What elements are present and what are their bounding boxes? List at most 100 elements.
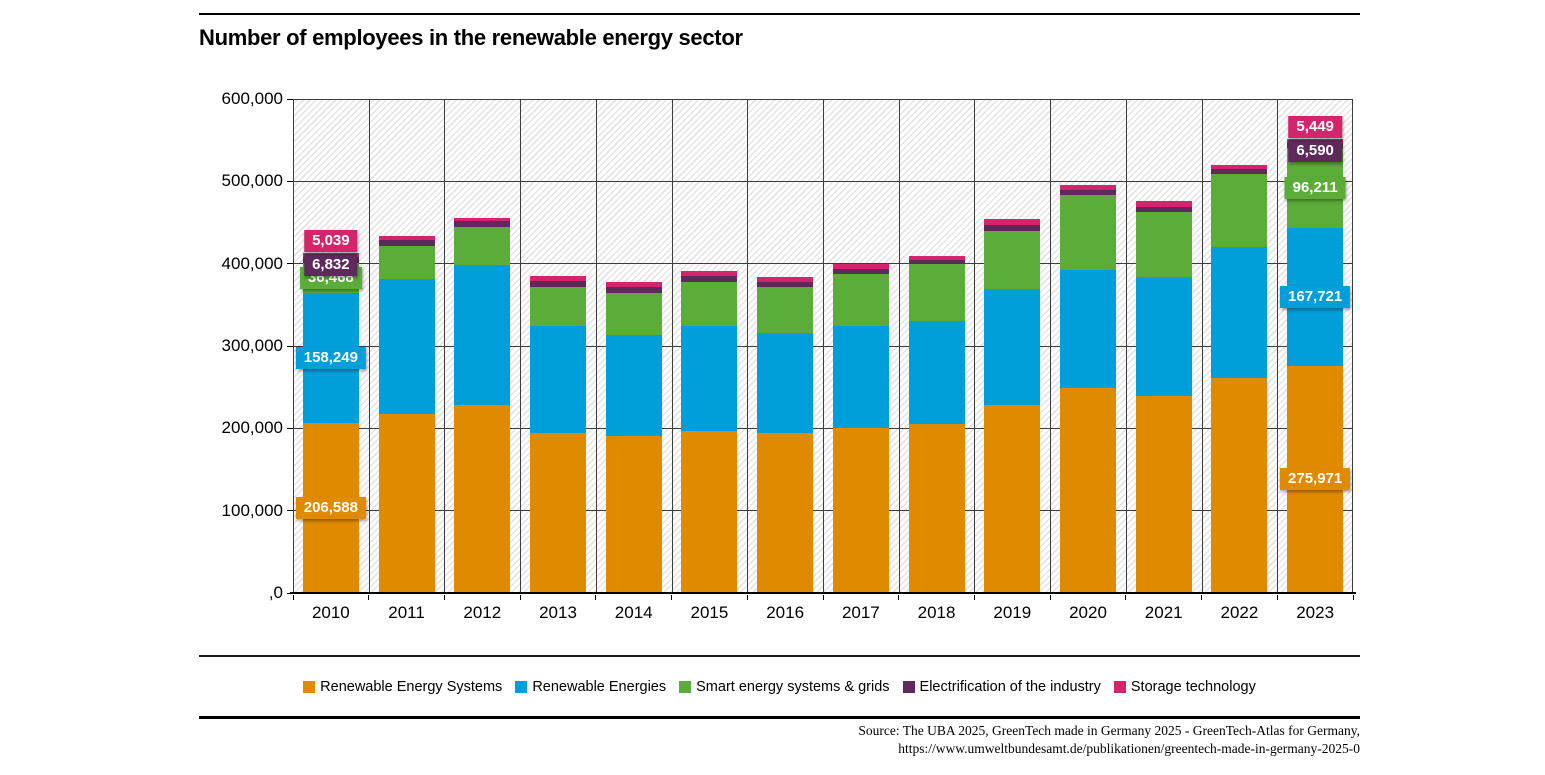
bar-segment bbox=[1060, 195, 1116, 271]
bar-segment bbox=[605, 286, 662, 293]
x-axis-label: 2018 bbox=[917, 603, 956, 622]
x-axis-label: 2023 bbox=[1296, 603, 1335, 622]
x-tick bbox=[1352, 595, 1354, 600]
bar-segment bbox=[1135, 396, 1192, 593]
legend-label: Renewable Energy Systems bbox=[320, 679, 503, 695]
title-rule bbox=[199, 13, 1360, 15]
gridline-v bbox=[1352, 99, 1353, 593]
x-axis-label: 2017 bbox=[841, 603, 880, 622]
x-tick bbox=[1049, 595, 1051, 600]
bar-segment bbox=[908, 320, 965, 425]
bar-segment bbox=[530, 275, 586, 281]
gridline-v bbox=[747, 99, 748, 593]
legend-swatch bbox=[679, 681, 692, 693]
bar-segment bbox=[984, 225, 1041, 232]
plot-area: 206,588 158,249 36,468 6,832 5,039 275,971 167… bbox=[293, 98, 1353, 594]
y-tick bbox=[287, 510, 293, 512]
bar-value-label: 96,211 bbox=[1284, 177, 1346, 200]
bar-segment bbox=[605, 436, 662, 593]
bar-segment bbox=[757, 281, 814, 288]
bar-segment bbox=[832, 268, 889, 275]
bar-segment bbox=[1060, 270, 1116, 388]
gridline-v bbox=[1126, 99, 1127, 593]
bar-segment bbox=[832, 264, 889, 269]
y-tick bbox=[287, 345, 293, 347]
x-tick bbox=[519, 595, 521, 600]
bar-segment bbox=[681, 431, 738, 593]
bar-segment bbox=[530, 433, 586, 593]
bar-segment bbox=[378, 240, 435, 247]
bar-segment bbox=[681, 276, 738, 282]
bar-segment bbox=[908, 264, 965, 321]
bar-segment bbox=[454, 264, 511, 405]
bar-segment bbox=[378, 413, 435, 593]
x-axis-line bbox=[290, 591, 1356, 594]
bar-segment bbox=[1211, 377, 1268, 593]
bar-segment bbox=[530, 326, 586, 434]
bar-segment bbox=[1060, 185, 1116, 190]
bar-segment bbox=[454, 226, 511, 265]
bar-segment bbox=[1135, 212, 1192, 277]
y-tick-label: ,0 bbox=[268, 583, 283, 602]
bar-segment bbox=[378, 278, 435, 414]
y-tick-label: 400,000 bbox=[221, 253, 283, 273]
bar-value-label: 206,588 bbox=[295, 496, 366, 519]
gridline-v bbox=[1277, 99, 1278, 593]
bar-segment bbox=[757, 287, 814, 333]
bar-segment bbox=[454, 221, 511, 227]
gridline-v bbox=[823, 99, 824, 593]
gridline-v bbox=[596, 99, 597, 593]
page-title: Number of employees in the renewable ene… bbox=[199, 25, 743, 50]
bar-segment bbox=[1211, 174, 1268, 248]
legend-label: Storage technology bbox=[1130, 679, 1256, 695]
bar-segment bbox=[832, 428, 889, 593]
legend-divider bbox=[199, 655, 1360, 657]
source-line-1: Source: The UBA 2025, GreenTech made in … bbox=[858, 723, 1360, 738]
bar-segment bbox=[530, 280, 586, 287]
bar-segment bbox=[908, 259, 965, 265]
y-tick-label: 500,000 bbox=[221, 171, 283, 191]
x-axis-label: 2015 bbox=[690, 603, 729, 622]
bar-segment bbox=[530, 286, 586, 327]
bar-segment bbox=[1135, 276, 1192, 397]
bar-segment bbox=[1060, 387, 1116, 593]
bar-segment bbox=[984, 219, 1041, 226]
bar-segment bbox=[605, 292, 662, 335]
bar-segment bbox=[832, 325, 889, 429]
gridline-v bbox=[444, 99, 445, 593]
y-tick-label: 600,000 bbox=[221, 89, 283, 108]
source-note: Source: The UBA 2025, GreenTech made in … bbox=[858, 722, 1360, 758]
y-tick bbox=[287, 180, 293, 182]
legend-item: Electrification of the industry bbox=[902, 679, 1101, 695]
bar-segment bbox=[757, 332, 814, 433]
bar-segment bbox=[984, 231, 1041, 289]
bar-value-label: 6,590 bbox=[1288, 140, 1342, 163]
bar-value-label: 158,249 bbox=[295, 346, 366, 369]
y-tick bbox=[287, 98, 293, 100]
bar-segment bbox=[1060, 189, 1116, 196]
gridline-v bbox=[369, 99, 370, 593]
x-axis-label: 2022 bbox=[1220, 603, 1259, 622]
y-tick bbox=[287, 427, 293, 429]
legend-item: Smart energy systems & grids bbox=[679, 679, 890, 695]
legend-label: Renewable Energies bbox=[532, 679, 667, 695]
gridline-v bbox=[899, 99, 900, 593]
bar-segment bbox=[454, 404, 511, 593]
bar-segment bbox=[378, 246, 435, 279]
y-tick bbox=[287, 263, 293, 265]
y-tick-label: 200,000 bbox=[221, 418, 283, 438]
gridline-v bbox=[293, 99, 294, 593]
x-axis-label: 2019 bbox=[993, 603, 1032, 622]
bar-value-label: 275,971 bbox=[1280, 468, 1351, 491]
x-axis-label: 2012 bbox=[463, 603, 502, 622]
x-tick bbox=[822, 595, 824, 600]
legend-swatch bbox=[515, 681, 528, 693]
x-axis-label: 2013 bbox=[539, 603, 577, 622]
x-tick bbox=[1276, 595, 1278, 600]
bar-segment bbox=[605, 334, 662, 437]
x-axis-label: 2016 bbox=[766, 603, 805, 622]
bar-value-label: 5,039 bbox=[304, 230, 358, 253]
x-axis-label: 2014 bbox=[614, 603, 653, 622]
x-tick bbox=[671, 595, 673, 600]
